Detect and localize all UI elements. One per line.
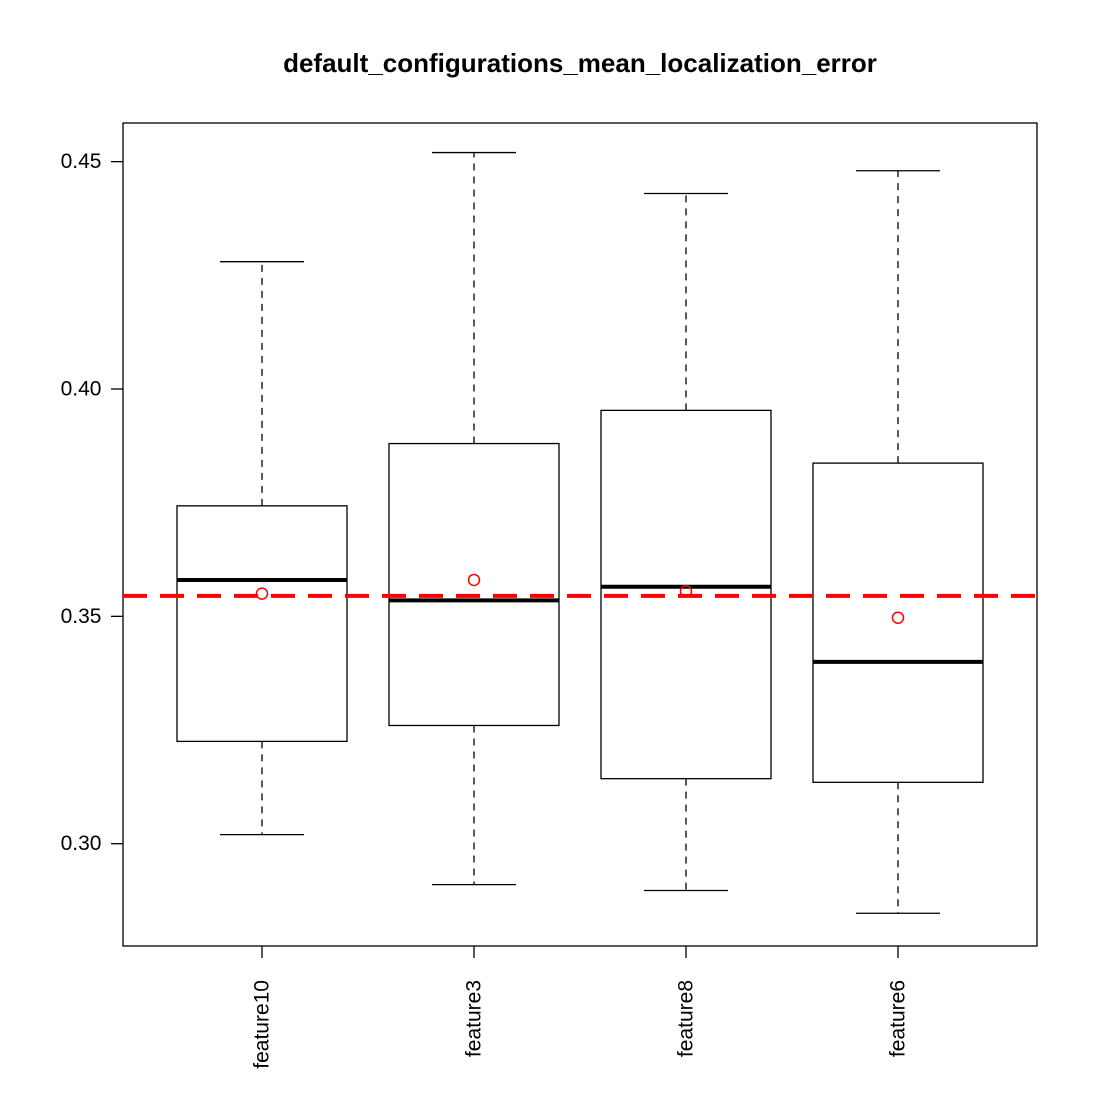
iqr-box xyxy=(388,442,560,727)
box-feature8 xyxy=(600,192,772,892)
mean-marker xyxy=(255,587,269,600)
y-tick-label-2: 0.40 xyxy=(61,377,102,400)
x-axis: feature10 feature3 feature8 feature6 xyxy=(251,946,910,1069)
box-feature3 xyxy=(388,151,560,886)
y-axis: 0.30 0.35 0.40 0.45 xyxy=(61,150,123,855)
x-tick-label-feature8: feature8 xyxy=(675,980,698,1057)
x-tick-label-feature3: feature3 xyxy=(463,980,486,1057)
plot-frame xyxy=(122,122,1038,947)
box-series xyxy=(176,151,984,914)
box-feature6 xyxy=(812,170,984,914)
chart-title: default_configurations_mean_localization… xyxy=(283,48,877,78)
box-feature10 xyxy=(176,261,348,836)
y-tick-label-1: 0.35 xyxy=(61,605,102,628)
mean-marker xyxy=(891,611,905,624)
mean-marker xyxy=(467,573,481,587)
x-tick-label-feature6: feature6 xyxy=(887,980,910,1057)
iqr-box xyxy=(176,505,348,743)
y-tick-label-3: 0.45 xyxy=(61,150,102,173)
y-tick-label-0: 0.30 xyxy=(61,832,102,855)
x-tick-label-feature10: feature10 xyxy=(251,980,274,1069)
